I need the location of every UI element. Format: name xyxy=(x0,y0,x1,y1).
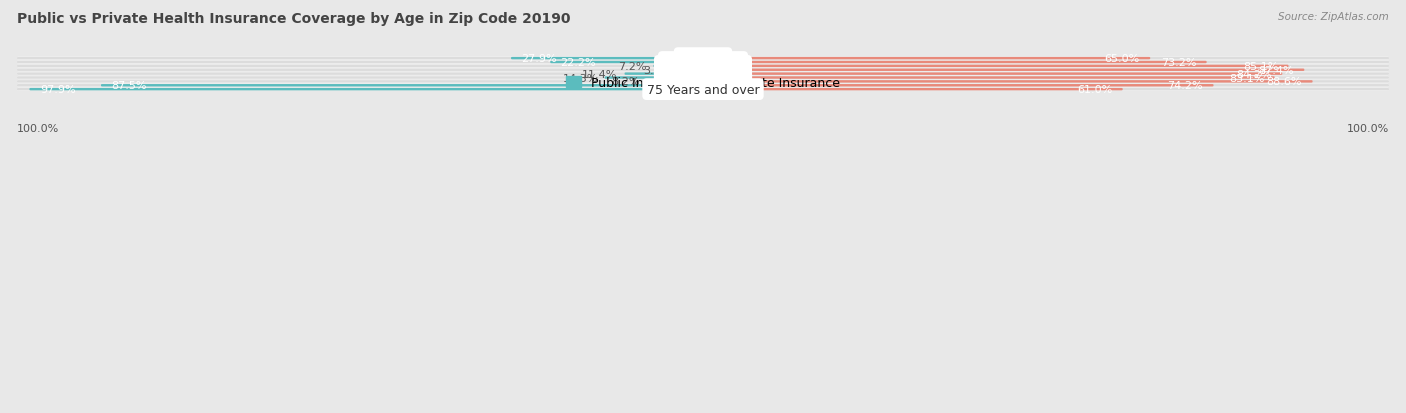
FancyBboxPatch shape xyxy=(703,69,1305,72)
Text: 61.0%: 61.0% xyxy=(1077,85,1112,95)
FancyBboxPatch shape xyxy=(703,85,1389,87)
FancyBboxPatch shape xyxy=(17,81,703,83)
FancyBboxPatch shape xyxy=(703,73,1282,76)
Text: 14.3%: 14.3% xyxy=(562,74,598,83)
FancyBboxPatch shape xyxy=(647,81,703,83)
FancyBboxPatch shape xyxy=(703,81,1313,83)
Text: 100.0%: 100.0% xyxy=(1347,123,1389,133)
FancyBboxPatch shape xyxy=(703,58,1389,60)
Legend: Public Insurance, Private Insurance: Public Insurance, Private Insurance xyxy=(561,71,845,95)
FancyBboxPatch shape xyxy=(703,77,1275,80)
Text: Source: ZipAtlas.com: Source: ZipAtlas.com xyxy=(1278,12,1389,22)
FancyBboxPatch shape xyxy=(624,73,703,76)
FancyBboxPatch shape xyxy=(703,62,1206,64)
Text: 74.2%: 74.2% xyxy=(1167,81,1204,91)
FancyBboxPatch shape xyxy=(703,66,1288,68)
FancyBboxPatch shape xyxy=(510,58,703,60)
Text: 19 to 25 Years: 19 to 25 Years xyxy=(658,60,748,73)
FancyBboxPatch shape xyxy=(17,88,1389,92)
FancyBboxPatch shape xyxy=(17,69,1389,72)
Text: 55 to 64 Years: 55 to 64 Years xyxy=(658,76,748,89)
FancyBboxPatch shape xyxy=(17,77,1389,80)
Text: 7.2%: 7.2% xyxy=(619,62,647,72)
Text: 83.1%: 83.1% xyxy=(1229,74,1264,83)
FancyBboxPatch shape xyxy=(17,84,1389,88)
FancyBboxPatch shape xyxy=(605,77,703,80)
FancyBboxPatch shape xyxy=(703,89,1122,91)
Text: 3.6%: 3.6% xyxy=(643,66,671,76)
Text: 65.0%: 65.0% xyxy=(1105,54,1140,64)
FancyBboxPatch shape xyxy=(17,61,1389,64)
FancyBboxPatch shape xyxy=(17,85,703,87)
FancyBboxPatch shape xyxy=(678,69,703,72)
FancyBboxPatch shape xyxy=(703,89,1389,91)
FancyBboxPatch shape xyxy=(17,89,703,91)
Text: 100.0%: 100.0% xyxy=(17,123,59,133)
Text: 27.9%: 27.9% xyxy=(522,54,557,64)
FancyBboxPatch shape xyxy=(17,69,703,72)
Text: 6 to 18 Years: 6 to 18 Years xyxy=(662,56,744,69)
Text: Under 6: Under 6 xyxy=(678,52,728,65)
FancyBboxPatch shape xyxy=(703,85,1213,87)
Text: 22.2%: 22.2% xyxy=(561,58,596,68)
FancyBboxPatch shape xyxy=(703,81,1389,83)
FancyBboxPatch shape xyxy=(550,62,703,64)
Text: 97.9%: 97.9% xyxy=(39,85,76,95)
FancyBboxPatch shape xyxy=(17,81,1389,84)
FancyBboxPatch shape xyxy=(17,77,703,80)
FancyBboxPatch shape xyxy=(101,85,703,87)
FancyBboxPatch shape xyxy=(17,65,1389,68)
FancyBboxPatch shape xyxy=(17,62,703,64)
Text: 35 to 44 Years: 35 to 44 Years xyxy=(658,68,748,81)
FancyBboxPatch shape xyxy=(703,73,1389,76)
FancyBboxPatch shape xyxy=(703,58,1150,60)
Text: 85.1%: 85.1% xyxy=(1243,62,1278,72)
Text: 45 to 54 Years: 45 to 54 Years xyxy=(658,72,748,85)
FancyBboxPatch shape xyxy=(17,73,703,76)
Text: 75 Years and over: 75 Years and over xyxy=(647,83,759,96)
Text: 87.4%: 87.4% xyxy=(1258,66,1294,76)
Text: 87.5%: 87.5% xyxy=(111,81,146,91)
Text: Public vs Private Health Insurance Coverage by Age in Zip Code 20190: Public vs Private Health Insurance Cover… xyxy=(17,12,571,26)
Text: 84.2%: 84.2% xyxy=(1236,69,1272,79)
Text: 11.4%: 11.4% xyxy=(582,69,617,79)
FancyBboxPatch shape xyxy=(17,58,703,60)
Text: 73.2%: 73.2% xyxy=(1161,58,1197,68)
Text: 65 to 74 Years: 65 to 74 Years xyxy=(658,80,748,93)
FancyBboxPatch shape xyxy=(703,62,1389,64)
FancyBboxPatch shape xyxy=(703,77,1389,80)
FancyBboxPatch shape xyxy=(703,69,1389,72)
FancyBboxPatch shape xyxy=(30,89,703,91)
Text: 25 to 34 Years: 25 to 34 Years xyxy=(658,64,748,77)
FancyBboxPatch shape xyxy=(17,66,703,68)
FancyBboxPatch shape xyxy=(703,66,1389,68)
Text: 88.6%: 88.6% xyxy=(1267,77,1302,87)
FancyBboxPatch shape xyxy=(17,57,1389,61)
FancyBboxPatch shape xyxy=(17,73,1389,76)
Text: 8.2%: 8.2% xyxy=(612,77,640,87)
FancyBboxPatch shape xyxy=(654,66,703,68)
